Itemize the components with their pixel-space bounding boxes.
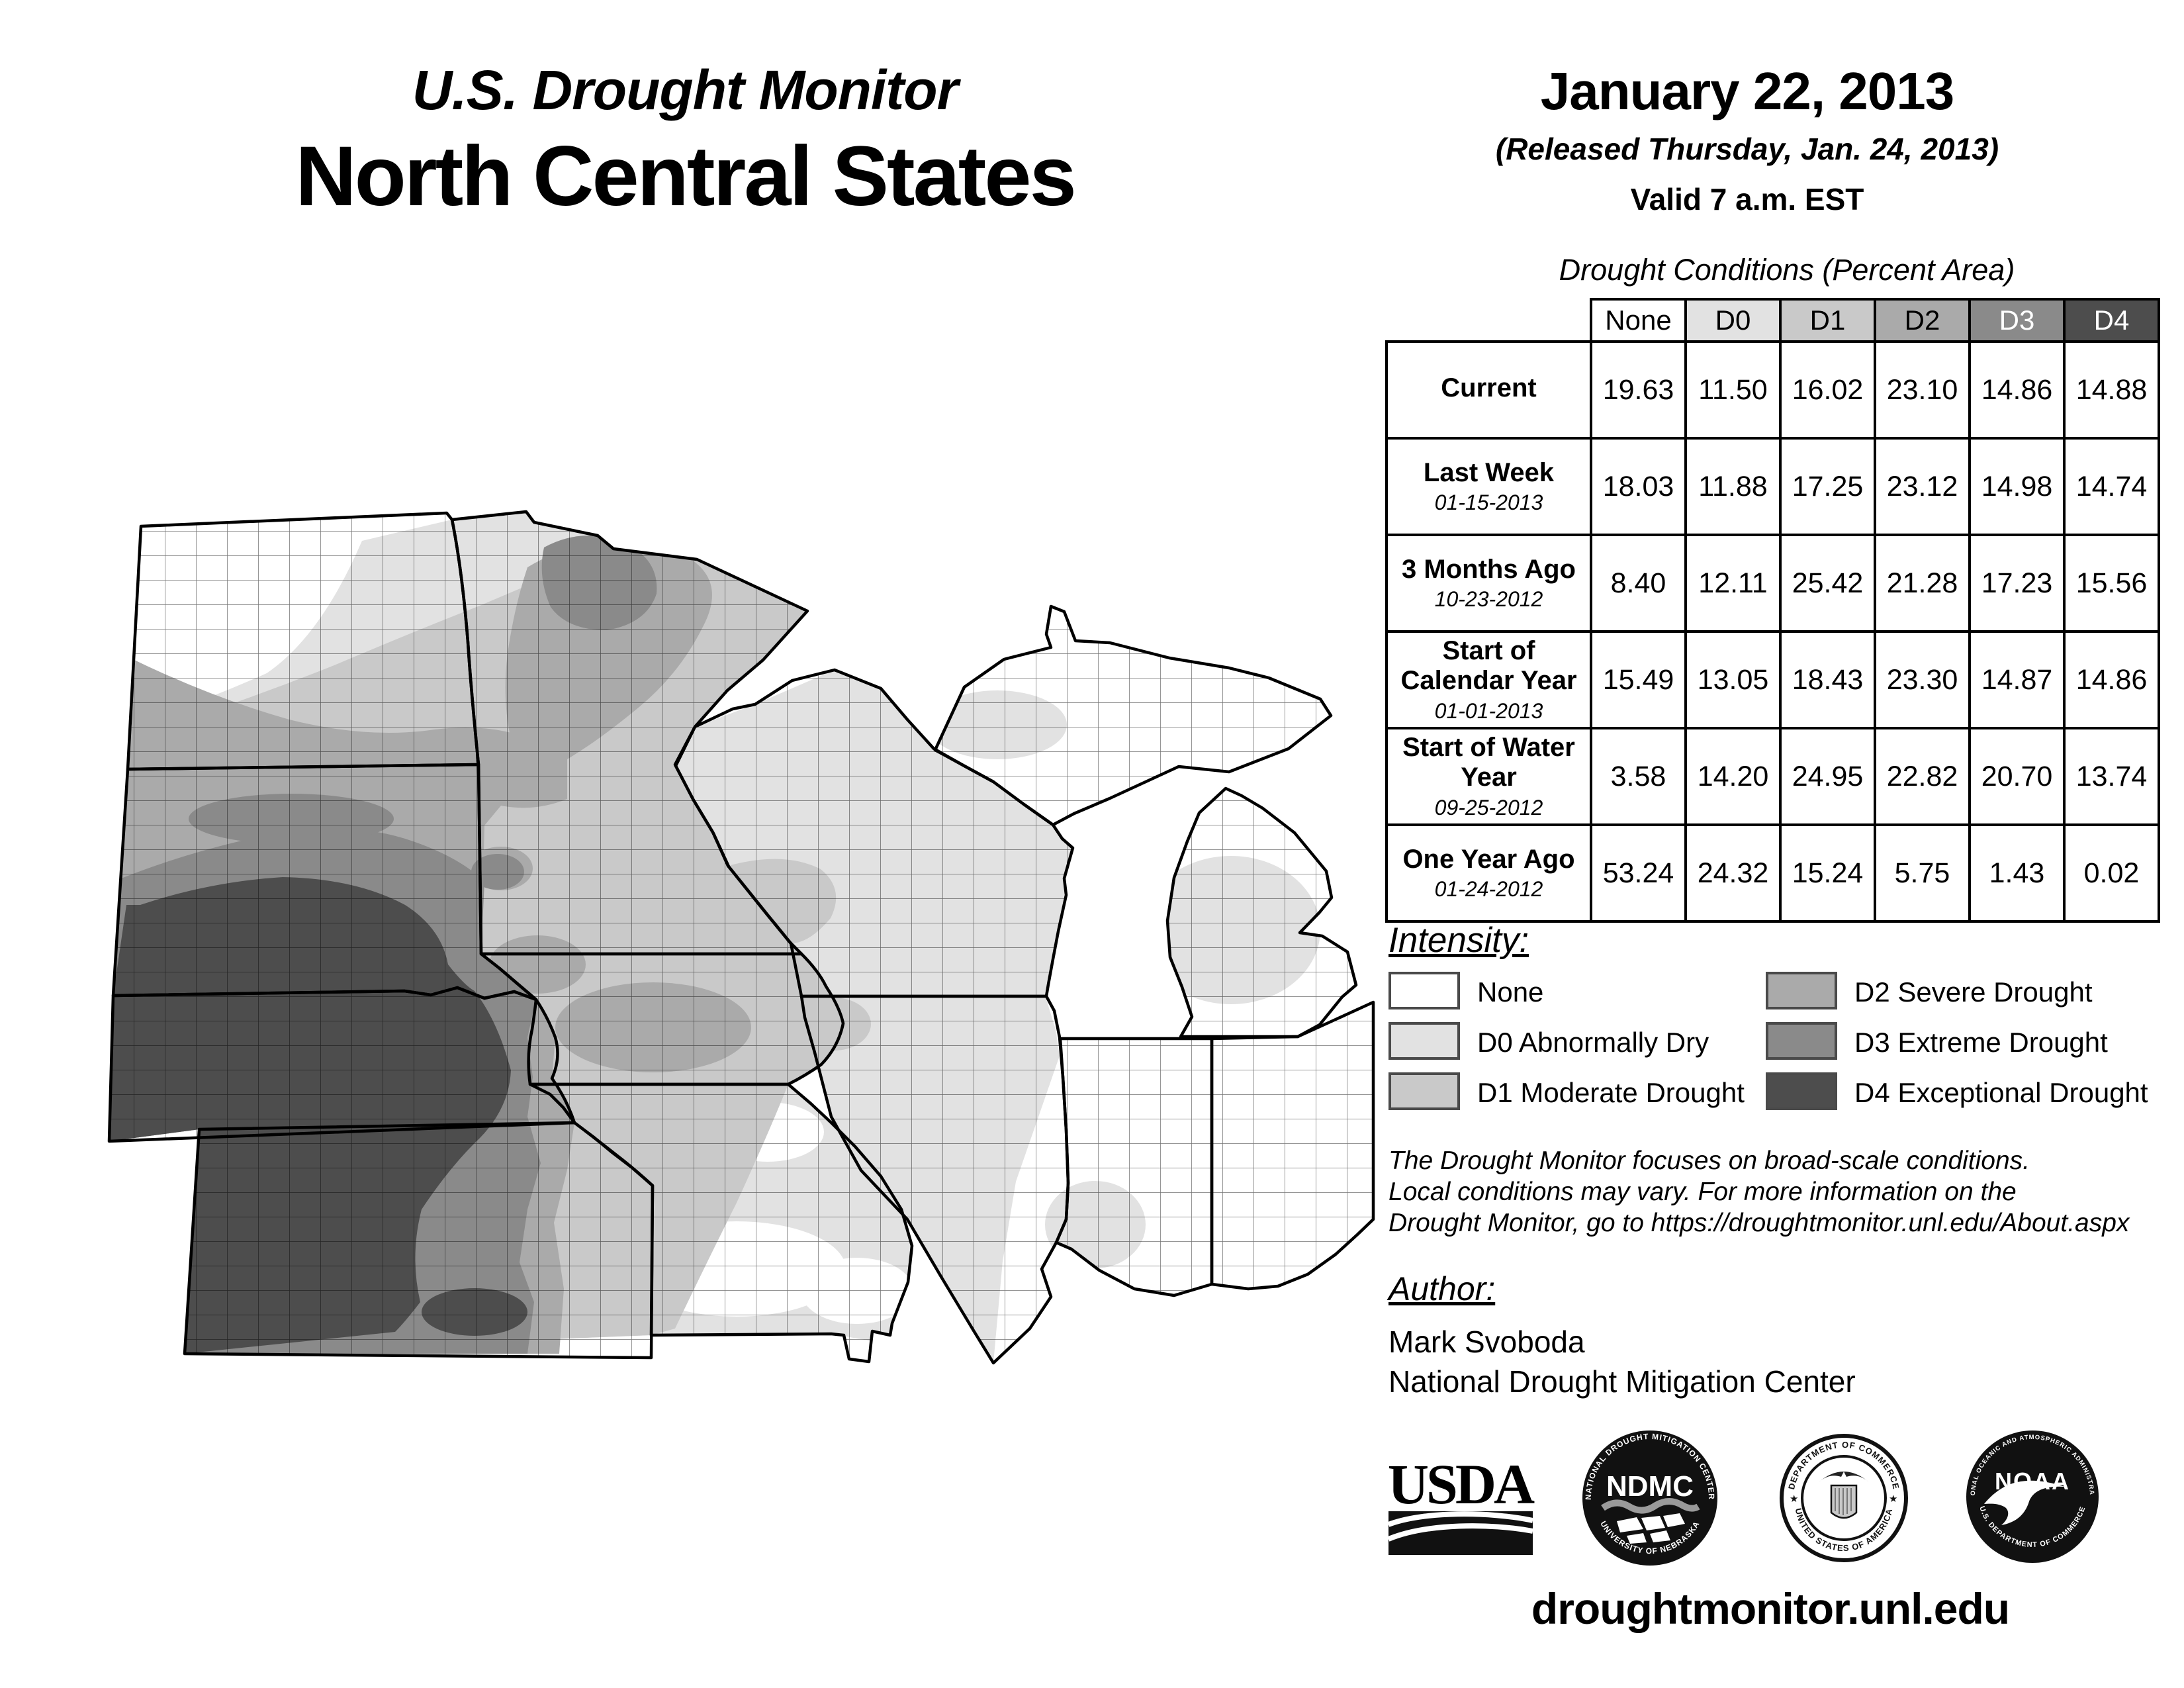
table-header-row: None D0 D1 D2 D3 D4 xyxy=(1387,298,2160,343)
disclaimer: The Drought Monitor focuses on broad-sca… xyxy=(1388,1147,2130,1237)
table-row: Last Week 01-15-2013 18.03 11.88 17.25 23… xyxy=(1385,437,2160,536)
table-row: Start of Water Year 09-25-2012 3.58 14.20… xyxy=(1385,727,2160,826)
title-block: U.S. Drought Monitor North Central State… xyxy=(205,0,1165,219)
ndmc-logo: NATIONAL DROUGHT MITIGATION CENTER UNIVE… xyxy=(1582,1430,1717,1566)
col-header-none: None xyxy=(1590,298,1687,343)
author-heading: Author: xyxy=(1388,1270,1496,1307)
legend-swatch-d3 xyxy=(1766,1022,1837,1060)
col-header-d3: D3 xyxy=(1968,298,2066,343)
state-michigan-upper-peninsula xyxy=(933,604,1333,827)
author-name: Mark Svoboda xyxy=(1388,1325,1585,1359)
col-header-d4: D4 xyxy=(2063,298,2160,343)
legend-label-d1: D1 Moderate Drought xyxy=(1477,1077,1745,1108)
legend-swatch-d0 xyxy=(1388,1022,1460,1060)
doc-eagle xyxy=(1819,1472,1869,1482)
legend-label-d4: D4 Exceptional Drought xyxy=(1854,1077,2148,1108)
row-label: Start of Calendar Year xyxy=(1400,636,1577,696)
department-of-commerce-seal: DEPARTMENT OF COMMERCE UNITED STATES OF … xyxy=(1780,1434,1908,1562)
row-date: 01-24-2012 xyxy=(1434,877,1543,902)
region-title: North Central States xyxy=(295,129,1077,224)
valid-time: Valid 7 a.m. EST xyxy=(1630,182,1864,216)
row-date: 09-25-2012 xyxy=(1434,795,1543,820)
row-label: Current xyxy=(1441,373,1537,402)
row-date: 01-15-2013 xyxy=(1434,491,1543,515)
release-date: (Released Thursday, Jan. 24, 2013) xyxy=(1495,132,1999,166)
usda-wordmark: USDA xyxy=(1388,1460,1535,1516)
drought-conditions-table: None D0 D1 D2 D3 D4 Current 19.63 11.50 … xyxy=(1385,298,2160,923)
table-corner-cell xyxy=(1387,299,1591,342)
table-row: One Year Ago 01-24-2012 53.24 24.32 15.24… xyxy=(1385,823,2160,923)
map-date: January 22, 2013 xyxy=(1540,62,1954,120)
row-label: Last Week xyxy=(1423,457,1555,487)
table-row: 3 Months Ago 10-23-2012 8.40 12.11 25.42 … xyxy=(1385,534,2160,633)
table-row: Current 19.63 11.50 16.02 23.10 14.86 14… xyxy=(1385,340,2160,440)
legend-swatch-d4 xyxy=(1766,1072,1837,1110)
col-header-d2: D2 xyxy=(1874,298,1971,343)
state-ohio xyxy=(1210,1000,1375,1291)
legend-label-none: None xyxy=(1477,976,1544,1008)
date-block: January 22, 2013 (Released Thursday, Jan… xyxy=(1416,0,2078,217)
noaa-seagull xyxy=(1984,1480,2065,1525)
row-label: Start of Water Year xyxy=(1402,733,1575,792)
legend-label-d3: D3 Extreme Drought xyxy=(1854,1027,2108,1058)
report-title: U.S. Drought Monitor xyxy=(412,59,959,121)
state-wisconsin xyxy=(674,668,1075,998)
ndmc-wordmark: NDMC xyxy=(1606,1470,1694,1503)
state-michigan-lower-peninsula xyxy=(1165,786,1358,1039)
doc-star-left: ★ xyxy=(1790,1493,1798,1505)
row-label: 3 Months Ago xyxy=(1402,554,1576,584)
doc-star-right: ★ xyxy=(1889,1493,1897,1505)
col-header-d0: D0 xyxy=(1684,298,1782,343)
state-missouri xyxy=(528,1082,914,1364)
legend-swatch-none xyxy=(1388,972,1460,1009)
website-url: droughtmonitor.unl.edu xyxy=(1531,1584,2010,1633)
usda-logo: USDA xyxy=(1387,1460,1537,1555)
drought-map xyxy=(107,510,1375,1365)
row-date: 01-01-2013 xyxy=(1434,698,1543,723)
county-grid xyxy=(109,512,1373,1363)
state-minnesota xyxy=(450,510,809,956)
legend-heading: Intensity: xyxy=(1388,921,1529,960)
table-caption: Drought Conditions (Percent Area) xyxy=(1559,253,2015,287)
row-date: 10-23-2012 xyxy=(1434,587,1543,612)
legend-swatch-d1 xyxy=(1388,1072,1460,1110)
noaa-logo: NATIONAL OCEANIC AND ATMOSPHERIC ADMINIS… xyxy=(1964,1429,2099,1563)
legend-label-d0: D0 Abnormally Dry xyxy=(1477,1027,1709,1058)
author-organization: National Drought Mitigation Center xyxy=(1388,1364,1856,1399)
table-row: Start of Calendar Year 01-01-2013 15.49 1… xyxy=(1385,630,2160,729)
legend-swatch-d2 xyxy=(1766,972,1837,1009)
legend-label-d2: D2 Severe Drought xyxy=(1854,976,2093,1008)
col-header-d1: D1 xyxy=(1779,298,1876,343)
row-label: One Year Ago xyxy=(1402,844,1575,874)
